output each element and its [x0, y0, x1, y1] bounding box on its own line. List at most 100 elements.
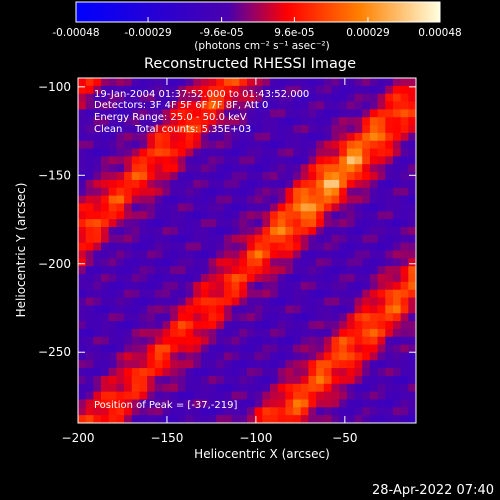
heatmap-cell: [369, 368, 379, 377]
heatmap-cell: [392, 344, 402, 354]
heatmap-cell: [124, 109, 133, 118]
heatmap-cell: [139, 93, 148, 103]
heatmap-cell: [216, 234, 225, 244]
heatmap-cell: [177, 360, 187, 369]
heatmap-cell: [408, 140, 416, 150]
heatmap-cell: [239, 140, 248, 150]
heatmap-cell: [101, 336, 110, 346]
colorbar-frame: [75, 1, 441, 23]
heatmap-cell: [408, 391, 416, 401]
heatmap-cell: [369, 297, 379, 306]
heatmap-cell: [170, 117, 179, 126]
heatmap-cell: [208, 391, 217, 401]
heatmap-cell: [346, 313, 356, 322]
heatmap-cell: [262, 125, 271, 134]
heatmap-cell: [339, 226, 348, 236]
heatmap-cell: [162, 344, 171, 354]
heatmap-cell: [323, 281, 333, 291]
heatmap-cell: [277, 305, 287, 314]
heatmap-cell: [139, 344, 148, 354]
heatmap-cell: [270, 156, 279, 165]
heatmap-cell: [385, 78, 394, 87]
heatmap-cell: [85, 407, 94, 416]
heatmap-cell: [200, 250, 210, 259]
heatmap-cell: [193, 368, 202, 377]
heatmap-cell: [239, 258, 248, 267]
heatmap-cell: [270, 109, 279, 118]
heatmap-cell: [254, 360, 263, 369]
heatmap-cell: [116, 336, 125, 346]
heatmap-cell: [331, 313, 340, 322]
heatmap-cell: [277, 391, 287, 401]
heatmap-cell: [154, 258, 164, 267]
heatmap-cell: [323, 219, 333, 228]
heatmap-cell: [362, 117, 371, 126]
heatmap-cell: [93, 313, 102, 322]
heatmap-cell: [392, 360, 402, 369]
heatmap-cell: [408, 109, 416, 118]
heatmap-cell: [362, 305, 371, 314]
heatmap-cell: [277, 132, 287, 142]
heatmap-cell: [308, 179, 317, 189]
info-line-time: 19-Jan-2004 01:37:52.000 to 01:43:52.000: [94, 89, 309, 100]
heatmap-cell: [270, 117, 279, 126]
heatmap-cell: [354, 375, 363, 385]
heatmap-cell: [170, 407, 179, 416]
heatmap-cell: [270, 258, 279, 267]
heatmap-cell: [277, 297, 287, 306]
heatmap-cell: [323, 164, 333, 173]
heatmap-cell: [293, 148, 302, 158]
heatmap-cell: [147, 266, 156, 275]
heatmap-cell: [170, 328, 179, 338]
heatmap-cell: [277, 125, 287, 134]
heatmap-cell: [392, 117, 402, 126]
heatmap-cell: [323, 148, 333, 158]
heatmap-cell: [300, 179, 310, 189]
heatmap-cell: [300, 117, 310, 126]
heatmap-cell: [93, 132, 102, 142]
heatmap-cell: [124, 289, 133, 299]
heatmap-cell: [316, 313, 325, 322]
heatmap-cell: [277, 360, 287, 369]
heatmap-cell: [177, 383, 187, 393]
heatmap-cell: [177, 250, 187, 259]
heatmap-cell: [231, 78, 240, 87]
heatmap-cell: [308, 313, 317, 322]
heatmap-cell: [316, 242, 325, 252]
heatmap-cell: [262, 164, 271, 173]
heatmap-cell: [193, 211, 202, 220]
heatmap-cell: [377, 101, 386, 110]
heatmap-cell: [239, 352, 248, 361]
heatmap-cell: [316, 407, 325, 416]
heatmap-cell: [316, 415, 325, 423]
heatmap-cell: [369, 156, 379, 165]
heatmap-cell: [139, 132, 148, 142]
heatmap-cell: [208, 132, 217, 142]
heatmap-cell: [139, 250, 148, 259]
heatmap-cell: [400, 274, 409, 283]
heatmap-cell: [408, 164, 416, 173]
heatmap-cell: [277, 281, 287, 291]
heatmap-cell: [377, 78, 386, 87]
heatmap-cell: [78, 179, 87, 189]
heatmap-cell: [262, 399, 271, 408]
heatmap-cell: [101, 375, 110, 385]
heatmap-cell: [316, 305, 325, 314]
heatmap-cell: [239, 117, 248, 126]
heatmap-cell: [239, 85, 248, 95]
heatmap-cell: [185, 368, 194, 377]
heatmap-cell: [369, 78, 379, 87]
heatmap-cell: [216, 383, 225, 393]
heatmap-cell: [108, 156, 118, 165]
heatmap-cell: [170, 211, 179, 220]
heatmap-cell: [285, 117, 294, 126]
heatmap-cell: [254, 274, 263, 283]
heatmap-cell: [408, 85, 416, 95]
heatmap-cell: [124, 242, 133, 252]
heatmap-cell: [216, 328, 225, 338]
heatmap-cell: [362, 219, 371, 228]
heatmap-cell: [185, 274, 194, 283]
heatmap-cell: [239, 226, 248, 236]
heatmap-cell: [154, 219, 164, 228]
heatmap-cell: [369, 211, 379, 220]
